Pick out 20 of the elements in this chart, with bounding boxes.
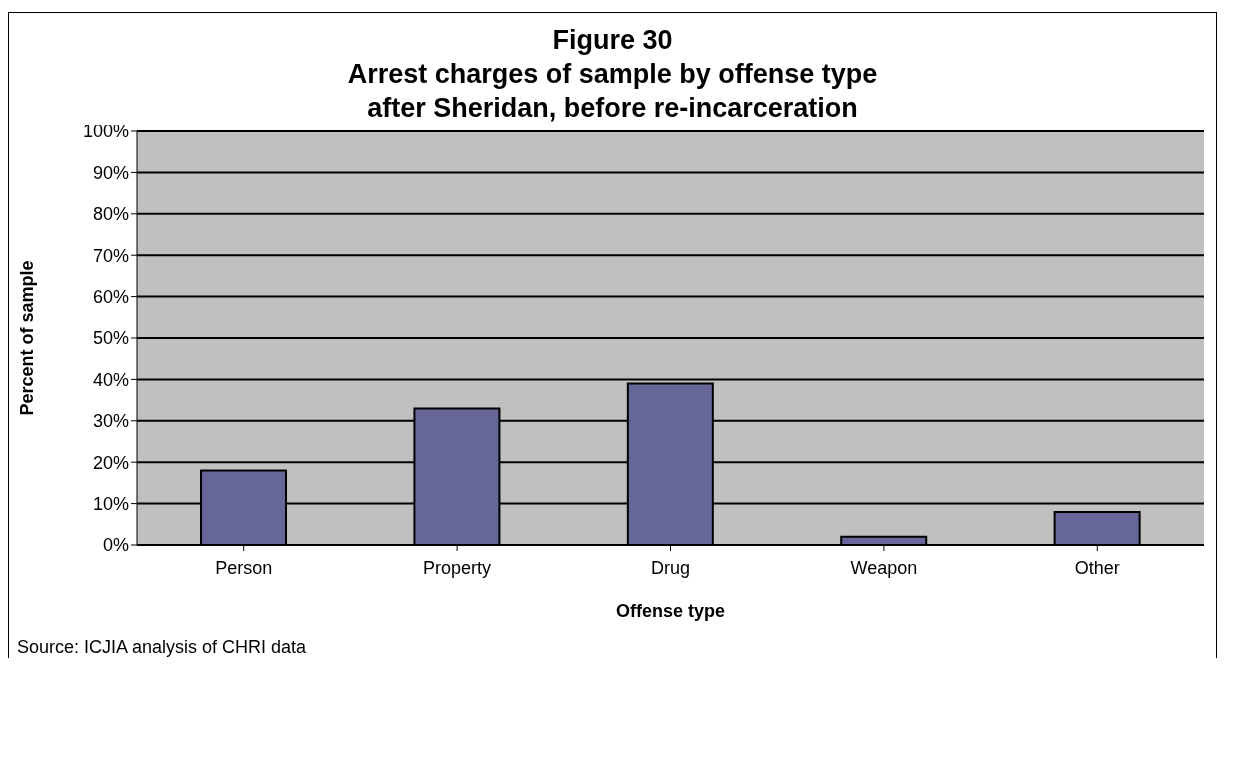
x-tick-label: Property [423, 557, 492, 578]
x-axis-title: Offense type [615, 601, 726, 621]
y-tick-label: 70% [92, 245, 129, 266]
y-tick-label: 60% [92, 286, 129, 307]
x-tick-label: Person [215, 557, 273, 578]
y-tick-label: 0% [102, 535, 129, 556]
y-tick-label: 100% [82, 121, 129, 142]
y-tick-label: 80% [92, 204, 129, 225]
x-tick-label: Drug [650, 557, 691, 578]
y-tick-label: 50% [92, 328, 129, 349]
y-tick-label: 30% [92, 411, 129, 432]
y-tick-label: 90% [92, 162, 129, 183]
y-axis-title: Percent of sample [17, 260, 38, 416]
y-tick-label: 40% [92, 369, 129, 390]
x-tick-label: Other [1074, 557, 1120, 578]
y-tick-label: 20% [92, 452, 129, 473]
x-tick-label: Weapon [850, 557, 918, 578]
chart-title: Figure 30 Arrest charges of sample by offense type after Sheridan, before re-incarceration [347, 25, 878, 123]
source-note: Source: ICJIA analysis of CHRI data [17, 637, 308, 658]
y-tick-label: 10% [92, 493, 129, 514]
